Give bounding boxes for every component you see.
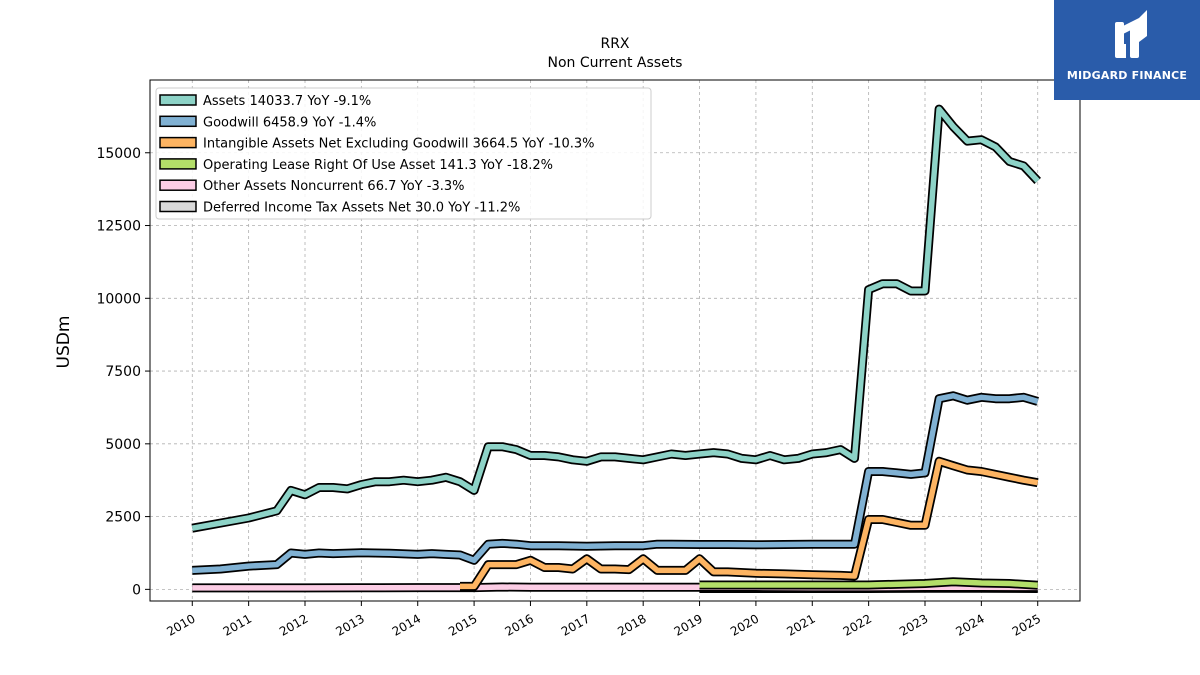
y-tick-label: 0	[132, 582, 141, 598]
brand-name: MIDGARD FINANCE	[1066, 69, 1188, 82]
x-tick-label: 2016	[503, 611, 536, 638]
legend: Assets 14033.7 YoY -9.1% Goodwill 6458.9 …	[155, 87, 652, 220]
legend-entry: Goodwill 6458.9 YoY -1.4%	[159, 115, 376, 130]
y-tick-label: 5000	[105, 437, 141, 453]
legend-swatch	[159, 179, 197, 191]
legend-entry: Intangible Assets Net Excluding Goodwill…	[159, 136, 594, 152]
series-0	[191, 104, 1041, 533]
legend-entry: Deferred Income Tax Assets Net 30.0 YoY …	[159, 200, 520, 216]
x-tick-label: 2017	[559, 611, 592, 638]
x-tick-label: 2023	[897, 611, 930, 638]
legend-box	[155, 87, 652, 220]
legend-swatch	[159, 115, 197, 128]
x-tick-label: 2015	[446, 611, 479, 638]
legend-swatch	[159, 94, 197, 106]
brand-logo: MIDGARD FINANCE	[1054, 0, 1200, 100]
y-axis-label: USDm	[54, 316, 74, 369]
brand-mark-icon	[1115, 10, 1147, 58]
series-layer	[191, 104, 1041, 593]
legend-label: Assets 14033.7 YoY -9.1%	[203, 94, 371, 109]
x-tick-label: 2022	[841, 611, 874, 638]
series-1	[192, 391, 1039, 575]
x-axis: 2010 2011 2012 2013 2014 2015 2016 2017 2018 2019…	[164, 601, 1043, 639]
plot-frame	[149, 79, 1081, 602]
y-tick-label: 15000	[96, 146, 141, 162]
legend-entry: Operating Lease Right Of Use Asset 141.3…	[159, 158, 553, 173]
x-tick-label: 2021	[784, 611, 817, 638]
legend-label: Goodwill 6458.9 YoY -1.4%	[203, 115, 376, 130]
grid	[150, 80, 1080, 601]
series-line	[460, 458, 1039, 590]
series-line	[192, 393, 1039, 574]
legend-label: Intangible Assets Net Excluding Goodwill…	[203, 137, 594, 152]
series-2	[460, 456, 1039, 591]
legend-entry: Other Assets Noncurrent 66.7 YoY -3.3%	[159, 179, 464, 194]
legend-swatch	[159, 200, 197, 213]
chart-title: RRX	[600, 36, 629, 52]
x-tick-label: 2024	[953, 611, 986, 638]
x-tick-label: 2025	[1010, 611, 1043, 638]
legend-label: Other Assets Noncurrent 66.7 YoY -3.3%	[203, 179, 464, 194]
chart-subtitle: Non Current Assets	[548, 55, 683, 71]
legend-entry: Assets 14033.7 YoY -9.1%	[159, 94, 371, 109]
x-tick-label: 2013	[333, 611, 366, 638]
y-tick-label: 7500	[105, 364, 141, 380]
x-tick-label: 2010	[164, 611, 197, 638]
legend-swatch	[159, 136, 197, 149]
x-tick-label: 2020	[728, 611, 761, 638]
legend-swatch	[159, 158, 197, 170]
legend-label: Operating Lease Right Of Use Asset 141.3…	[203, 158, 553, 173]
legend-label: Deferred Income Tax Assets Net 30.0 YoY …	[203, 201, 520, 216]
x-tick-label: 2018	[615, 611, 648, 638]
y-tick-label: 2500	[105, 510, 141, 526]
series-3	[699, 577, 1038, 590]
x-tick-label: 2019	[672, 611, 705, 638]
series-line	[699, 579, 1038, 588]
y-axis: 0 2500 5000 7500 10000 12500 15000	[96, 146, 150, 598]
x-tick-label: 2012	[277, 611, 310, 638]
y-tick-label: 12500	[96, 219, 141, 235]
y-tick-label: 10000	[96, 291, 141, 307]
x-tick-label: 2011	[221, 611, 254, 638]
x-tick-label: 2014	[390, 611, 423, 638]
series-line	[191, 106, 1040, 531]
